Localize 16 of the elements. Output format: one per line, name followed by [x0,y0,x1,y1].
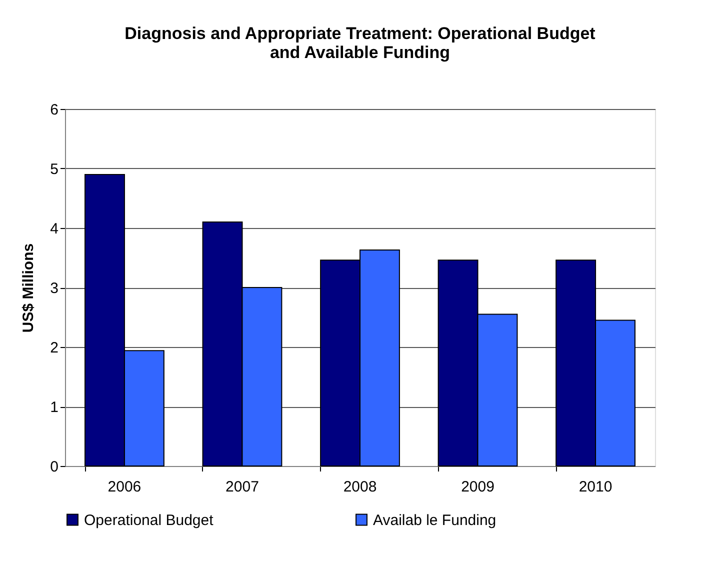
legend-label: Operational Budget [84,512,214,529]
y-tick-label: 2 [50,340,58,356]
y-tick-label: 1 [50,399,58,416]
y-axis-title: US$ Millions [20,243,38,333]
y-tick-label: 6 [50,102,58,118]
y-tick-label: 5 [50,161,58,178]
y-tick-label: 0 [50,458,58,476]
x-tick-label: 2006 [108,478,142,496]
x-tick-label: 2008 [343,478,377,496]
legend-label: Availab le Funding [373,512,496,529]
x-tick-label: 2009 [461,478,494,496]
x-tick-label: 2007 [226,478,259,496]
y-tick-label: 3 [50,280,58,297]
x-tick-label: 2010 [578,478,612,496]
chart-title: Diagnosis and Appropriate Treatment: Operational Budget and Available Funding [124,24,596,62]
y-tick-label: 4 [50,220,58,238]
